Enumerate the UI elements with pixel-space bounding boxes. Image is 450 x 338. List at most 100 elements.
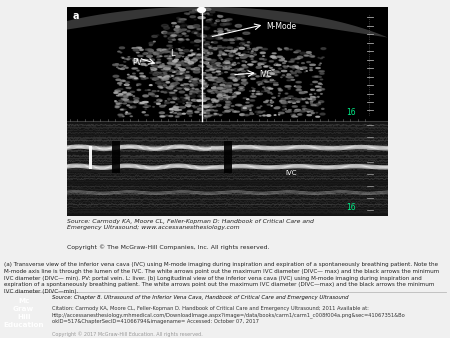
Ellipse shape xyxy=(192,54,195,55)
Ellipse shape xyxy=(233,111,236,112)
Ellipse shape xyxy=(229,51,233,52)
Ellipse shape xyxy=(239,47,244,49)
Ellipse shape xyxy=(159,87,163,88)
Ellipse shape xyxy=(130,76,136,77)
Ellipse shape xyxy=(204,62,209,64)
Ellipse shape xyxy=(225,50,227,51)
Ellipse shape xyxy=(190,92,197,93)
Ellipse shape xyxy=(173,61,176,62)
Ellipse shape xyxy=(197,54,201,55)
Ellipse shape xyxy=(278,48,280,49)
Ellipse shape xyxy=(124,96,128,98)
Ellipse shape xyxy=(192,31,198,33)
Ellipse shape xyxy=(279,57,284,58)
Ellipse shape xyxy=(204,97,206,98)
Ellipse shape xyxy=(194,57,199,59)
Ellipse shape xyxy=(238,76,243,78)
Ellipse shape xyxy=(167,58,172,59)
Ellipse shape xyxy=(248,49,250,50)
Ellipse shape xyxy=(178,78,183,79)
Ellipse shape xyxy=(247,43,252,44)
Ellipse shape xyxy=(184,50,189,52)
Ellipse shape xyxy=(219,51,222,52)
Ellipse shape xyxy=(266,76,270,77)
Ellipse shape xyxy=(180,72,183,73)
Ellipse shape xyxy=(207,52,212,54)
Ellipse shape xyxy=(209,107,211,108)
Ellipse shape xyxy=(256,94,260,95)
Ellipse shape xyxy=(239,82,246,84)
Ellipse shape xyxy=(137,70,139,71)
Ellipse shape xyxy=(239,87,244,88)
Ellipse shape xyxy=(207,46,212,47)
Ellipse shape xyxy=(218,94,222,95)
Ellipse shape xyxy=(192,81,198,83)
Ellipse shape xyxy=(205,116,210,117)
Ellipse shape xyxy=(313,81,318,82)
Ellipse shape xyxy=(296,99,301,100)
Ellipse shape xyxy=(158,72,162,73)
Text: Citation: Carmody KA, Moore CL, Feller-Kopman D. Handbook of Critical Care and E: Citation: Carmody KA, Moore CL, Feller-K… xyxy=(52,306,405,324)
Ellipse shape xyxy=(225,104,230,105)
Ellipse shape xyxy=(207,104,212,105)
Ellipse shape xyxy=(302,108,307,110)
Ellipse shape xyxy=(207,90,212,92)
Ellipse shape xyxy=(236,78,237,79)
Ellipse shape xyxy=(177,88,181,89)
Ellipse shape xyxy=(196,9,201,11)
Ellipse shape xyxy=(257,47,262,48)
Ellipse shape xyxy=(194,19,196,20)
Ellipse shape xyxy=(209,110,214,111)
Ellipse shape xyxy=(182,61,183,62)
Ellipse shape xyxy=(225,39,229,41)
Ellipse shape xyxy=(144,59,148,61)
Ellipse shape xyxy=(178,35,182,36)
Ellipse shape xyxy=(183,103,184,104)
Ellipse shape xyxy=(123,99,128,100)
Ellipse shape xyxy=(320,58,322,59)
Ellipse shape xyxy=(200,114,202,115)
Ellipse shape xyxy=(281,98,286,100)
Ellipse shape xyxy=(203,117,207,119)
Ellipse shape xyxy=(203,105,210,107)
Ellipse shape xyxy=(234,92,240,94)
Ellipse shape xyxy=(176,25,179,27)
Ellipse shape xyxy=(149,72,154,73)
Ellipse shape xyxy=(190,51,192,52)
Ellipse shape xyxy=(142,112,145,113)
Ellipse shape xyxy=(143,53,147,55)
Ellipse shape xyxy=(234,94,237,95)
Ellipse shape xyxy=(214,34,220,37)
Ellipse shape xyxy=(282,70,287,72)
Ellipse shape xyxy=(223,90,227,92)
Ellipse shape xyxy=(130,107,132,108)
Ellipse shape xyxy=(213,79,219,81)
Ellipse shape xyxy=(207,66,212,67)
Ellipse shape xyxy=(194,68,199,70)
Ellipse shape xyxy=(187,102,192,104)
Ellipse shape xyxy=(201,88,205,89)
Ellipse shape xyxy=(179,50,183,51)
Ellipse shape xyxy=(320,63,321,64)
Ellipse shape xyxy=(120,52,122,53)
Ellipse shape xyxy=(183,61,190,63)
Ellipse shape xyxy=(198,95,202,97)
Ellipse shape xyxy=(188,75,190,76)
Ellipse shape xyxy=(182,24,187,25)
Ellipse shape xyxy=(139,103,144,104)
Ellipse shape xyxy=(173,112,177,114)
Ellipse shape xyxy=(242,81,248,84)
Ellipse shape xyxy=(152,91,156,92)
Bar xyxy=(67,121,388,216)
Ellipse shape xyxy=(170,94,176,96)
Ellipse shape xyxy=(203,74,207,75)
Ellipse shape xyxy=(176,71,182,73)
Ellipse shape xyxy=(265,75,270,77)
Ellipse shape xyxy=(240,88,242,89)
Ellipse shape xyxy=(181,29,187,30)
Ellipse shape xyxy=(264,79,267,80)
Ellipse shape xyxy=(168,76,171,77)
Ellipse shape xyxy=(158,49,164,51)
Ellipse shape xyxy=(242,79,246,81)
Ellipse shape xyxy=(231,50,236,52)
